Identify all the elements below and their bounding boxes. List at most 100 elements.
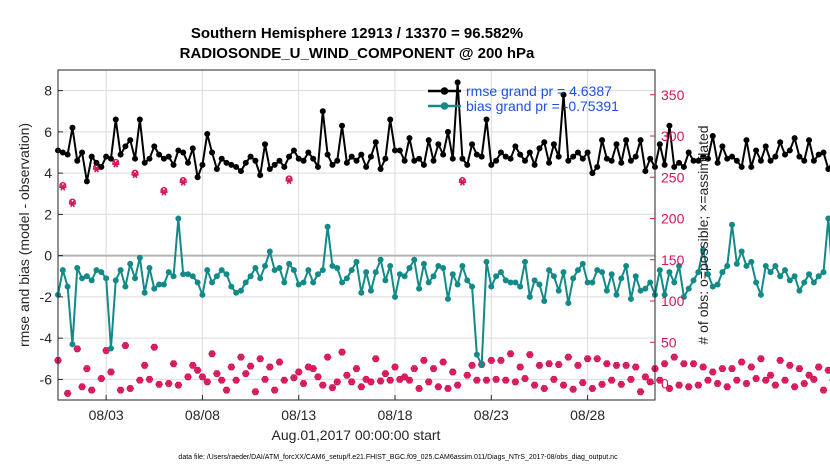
- rmse-point: [536, 145, 543, 152]
- rmse-point: [430, 157, 437, 164]
- obs-assimilated-stroke: [392, 363, 398, 371]
- rmse-point: [502, 153, 509, 160]
- bias-point: [382, 277, 389, 284]
- bias-point: [719, 269, 726, 276]
- obs-assimilated-stroke: [301, 379, 307, 388]
- rmse-point: [358, 151, 365, 158]
- obs-assimilated-marker: [795, 365, 804, 373]
- bias-point: [762, 262, 769, 269]
- bias-point: [594, 267, 601, 274]
- obs-assimilated-stroke: [450, 368, 456, 376]
- obs-assimilated-stroke: [156, 380, 162, 388]
- rmse-point: [690, 157, 697, 164]
- legend-bias-label: bias grand pr = -0.75391: [466, 98, 619, 114]
- bias-point: [141, 289, 148, 296]
- bias-point: [146, 265, 153, 271]
- rmse-point: [560, 91, 567, 98]
- obs-assimilated-stroke: [344, 371, 350, 379]
- obs-assimilated-stroke: [715, 379, 721, 388]
- rmse-point: [310, 155, 317, 162]
- obs-assimilated-stroke: [806, 371, 812, 379]
- obs-assimilated-stroke: [455, 381, 461, 389]
- bias-point: [493, 273, 500, 280]
- rmse-point: [488, 161, 495, 168]
- obs-assimilated-stroke: [748, 363, 754, 371]
- bias-point: [440, 265, 447, 271]
- rmse-point: [199, 161, 206, 168]
- rmse-point: [777, 139, 784, 146]
- rmse-point: [599, 137, 606, 144]
- bias-point: [184, 271, 191, 278]
- rmse-point: [579, 155, 586, 162]
- bias-point: [59, 267, 66, 274]
- bias-point: [93, 267, 100, 274]
- obs-assimilated-stroke: [406, 376, 412, 384]
- obs-assimilated-marker: [83, 365, 91, 373]
- bias-point: [136, 254, 143, 261]
- bias-point: [223, 271, 230, 278]
- rmse-point: [189, 145, 196, 152]
- obs-assimilated-stroke: [642, 373, 648, 381]
- rmse-point: [93, 159, 100, 166]
- footer-data-file: data file: /Users/raeder/DAI/ATM_forcXX/…: [178, 454, 618, 461]
- rmse-point: [517, 151, 524, 158]
- rmse-point: [170, 161, 177, 168]
- obs-assimilated-marker: [800, 379, 808, 388]
- obs-assimilated-stroke: [719, 365, 725, 373]
- bias-point: [781, 267, 788, 274]
- obs-assimilated-stroke: [613, 361, 619, 369]
- bias-point: [565, 300, 572, 307]
- obs-assimilated-marker: [569, 385, 577, 393]
- rmse-point: [141, 159, 148, 166]
- obs-assimilated-stroke: [565, 353, 571, 361]
- obs-assimilated-marker: [343, 371, 351, 379]
- obs-assimilated-stroke: [676, 381, 682, 389]
- obs-assimilated-marker: [535, 361, 544, 369]
- bias-point: [209, 279, 216, 286]
- obs-assimilated-stroke: [695, 381, 701, 389]
- obs-assimilated-marker: [738, 358, 746, 366]
- obs-assimilated-stroke: [190, 361, 196, 369]
- rmse-point: [714, 159, 721, 166]
- obs-assimilated-marker: [680, 360, 688, 368]
- obs-assimilated-marker: [184, 373, 192, 381]
- obs-assimilated-stroke: [796, 365, 802, 373]
- bias-point: [233, 289, 240, 296]
- rmse-point: [440, 151, 447, 158]
- obs-assimilated-marker: [415, 384, 423, 392]
- obs-assimilated-marker: [463, 371, 471, 379]
- bias-point: [574, 267, 581, 274]
- obs-assimilated-stroke: [363, 375, 369, 383]
- bias-point: [127, 260, 134, 267]
- obs-assimilated-marker: [420, 356, 428, 364]
- bias-point: [286, 260, 293, 267]
- obs-assimilated-marker: [723, 383, 731, 391]
- obs-assimilated-marker: [526, 351, 534, 359]
- obs-assimilated-stroke: [772, 381, 778, 389]
- obs-assimilated-marker: [285, 177, 293, 185]
- bias-point: [618, 275, 625, 282]
- obs-assimilated-marker: [685, 383, 693, 391]
- obs-assimilated-marker: [73, 345, 81, 353]
- obs-assimilated-marker: [208, 350, 216, 358]
- rmse-point: [700, 153, 707, 160]
- obs-assimilated-marker: [64, 389, 72, 397]
- obs-assimilated-marker: [718, 365, 727, 373]
- obs-assimilated-stroke: [65, 389, 71, 397]
- bias-point: [599, 269, 606, 276]
- obs-assimilated-stroke: [378, 377, 384, 385]
- obs-assimilated-marker: [588, 384, 597, 392]
- rmse-point: [425, 137, 432, 144]
- obs-assimilated-stroke: [325, 353, 331, 361]
- obs-assimilated-stroke: [175, 381, 181, 389]
- obs-assimilated-marker: [550, 375, 558, 383]
- bias-point: [276, 265, 283, 271]
- obs-assimilated-stroke: [681, 360, 687, 368]
- obs-assimilated-marker: [497, 356, 505, 364]
- obs-assimilated-stroke: [60, 183, 66, 191]
- rmse-point: [79, 149, 86, 156]
- obs-assimilated-marker: [608, 376, 616, 384]
- obs-assimilated-stroke: [349, 378, 355, 386]
- obs-assimilated-stroke: [743, 379, 749, 388]
- x-tick-label: 08/03: [89, 407, 124, 423]
